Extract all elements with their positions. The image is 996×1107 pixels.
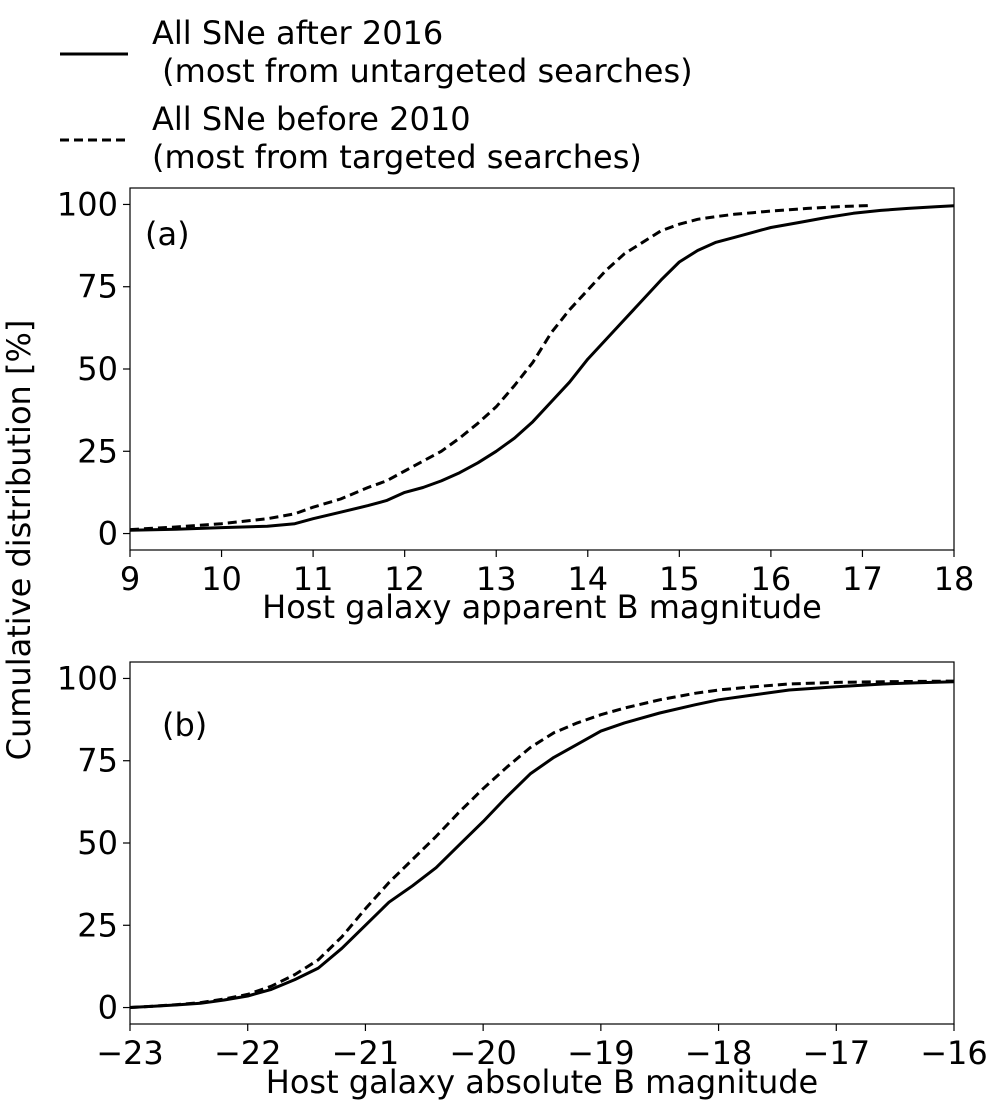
panel-b-x-axis-label: Host galaxy absolute B magnitude (266, 1063, 818, 1101)
panel-b-x-tick-label: −22 (214, 1034, 282, 1072)
panel-b-x-tick-label: −19 (567, 1034, 635, 1072)
panel-b-y-ticks: 0 25 50 75 100 (57, 659, 130, 1027)
panel-a-y-tick-label: 100 (57, 185, 118, 223)
panel-a-x-tick-label: 13 (476, 560, 517, 598)
panel-a-x-tick-label: 15 (659, 560, 700, 598)
panel-a-y-tick-label: 25 (77, 432, 118, 470)
panel-a-y-tick-label: 75 (77, 268, 118, 306)
panel-b-series (129, 679, 955, 1009)
panel-a-y-ticks: 0 25 50 75 100 (57, 185, 130, 553)
panel-b-x-tick-label: −17 (803, 1034, 871, 1072)
panel-b-x-tick-label: −18 (685, 1034, 753, 1072)
panel-b-y-tick-label: 50 (77, 824, 118, 862)
panel-a-y-tick-label: 50 (77, 350, 118, 388)
panel-a-series-after2016 (129, 204, 955, 532)
panel-b-x-tick-label: −23 (96, 1034, 164, 1072)
legend-before2010-line2: (most from targeted searches) (152, 138, 642, 176)
panel-b: (b) −23 −22 −21 −20 −19 −18 −17 −16 0255075100 … (57, 659, 988, 1101)
panel-a-x-tick-label: 18 (934, 560, 975, 598)
legend: All SNe after 2016 (most from untargeted… (60, 14, 693, 176)
panel-b-x-tick-label: −21 (332, 1034, 400, 1072)
panel-a-x-tick-label: 16 (751, 560, 792, 598)
panel-b-y-tick-label: 25 (77, 906, 118, 944)
panel-a-frame (129, 187, 955, 551)
panel-a-x-axis-label: Host galaxy apparent B magnitude (262, 588, 822, 626)
panel-a-series-before2010 (129, 203, 872, 532)
panel-a-series (129, 203, 955, 532)
panel-a-x-tick-label: 9 (120, 560, 140, 598)
panel-a-x-tick-label: 17 (842, 560, 883, 598)
legend-after2016-line2: (most from untargeted searches) (152, 52, 693, 90)
panel-b-y-tick-label: 75 (77, 742, 118, 780)
panel-b-label: (b) (162, 706, 207, 744)
panel-a-x-tick-label: 11 (293, 560, 334, 598)
shared-y-axis-label: Cumulative distribution [%] (0, 320, 38, 761)
panel-a-x-tick-label: 12 (384, 560, 425, 598)
panel-b-x-ticks: −23 −22 −21 −20 −19 −18 −17 −16 (96, 1024, 988, 1072)
panel-a-x-tick-label: 10 (201, 560, 242, 598)
panel-b-x-tick-label: −16 (920, 1034, 988, 1072)
panel-b-frame (129, 661, 955, 1025)
panel-a-y-tick-label: 0 (98, 515, 118, 553)
panel-b-series-after2016 (129, 680, 955, 1009)
panel-a-x-ticks: 9 10 11 12 13 14 15 16 17 18 (120, 550, 975, 598)
panel-a: (a) 9 10 11 12 13 14 15 16 17 18 0 25 50 75 100 Host … (57, 185, 974, 626)
panel-b-x-tick-label: −20 (449, 1034, 517, 1072)
panel-b-y-tick-label: 0 (98, 989, 118, 1027)
panel-a-label: (a) (145, 215, 190, 253)
panel-a-x-tick-label: 14 (567, 560, 608, 598)
legend-before2010-line1: All SNe before 2010 (152, 100, 471, 138)
panel-b-y-tick-label: 100 (57, 659, 118, 697)
legend-after2016-line1: All SNe after 2016 (152, 14, 443, 52)
panel-b-series-before2010 (129, 679, 955, 1009)
